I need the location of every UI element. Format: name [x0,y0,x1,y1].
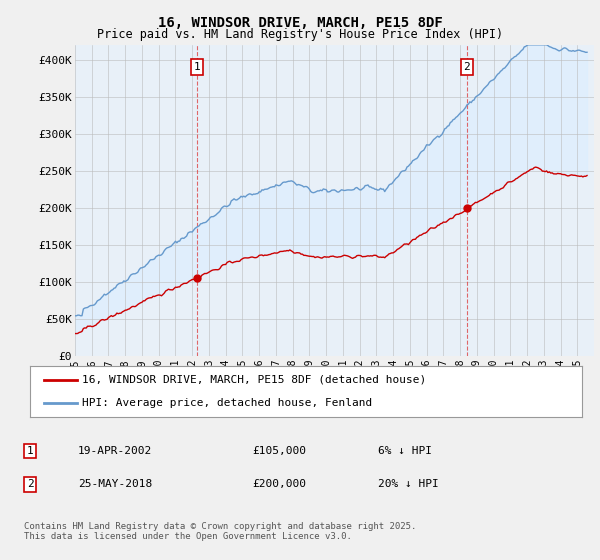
Text: 6% ↓ HPI: 6% ↓ HPI [378,446,432,456]
Text: 2: 2 [26,479,34,489]
Text: £200,000: £200,000 [252,479,306,489]
Text: 20% ↓ HPI: 20% ↓ HPI [378,479,439,489]
Text: 1: 1 [26,446,34,456]
Text: 25-MAY-2018: 25-MAY-2018 [78,479,152,489]
Text: 19-APR-2002: 19-APR-2002 [78,446,152,456]
Text: 1: 1 [194,62,200,72]
Text: 16, WINDSOR DRIVE, MARCH, PE15 8DF: 16, WINDSOR DRIVE, MARCH, PE15 8DF [158,16,442,30]
Text: Contains HM Land Registry data © Crown copyright and database right 2025.
This d: Contains HM Land Registry data © Crown c… [24,522,416,542]
Text: HPI: Average price, detached house, Fenland: HPI: Average price, detached house, Fenl… [82,398,373,408]
Text: Price paid vs. HM Land Registry's House Price Index (HPI): Price paid vs. HM Land Registry's House … [97,28,503,41]
Text: 16, WINDSOR DRIVE, MARCH, PE15 8DF (detached house): 16, WINDSOR DRIVE, MARCH, PE15 8DF (deta… [82,375,427,385]
Text: £105,000: £105,000 [252,446,306,456]
Text: 2: 2 [463,62,470,72]
